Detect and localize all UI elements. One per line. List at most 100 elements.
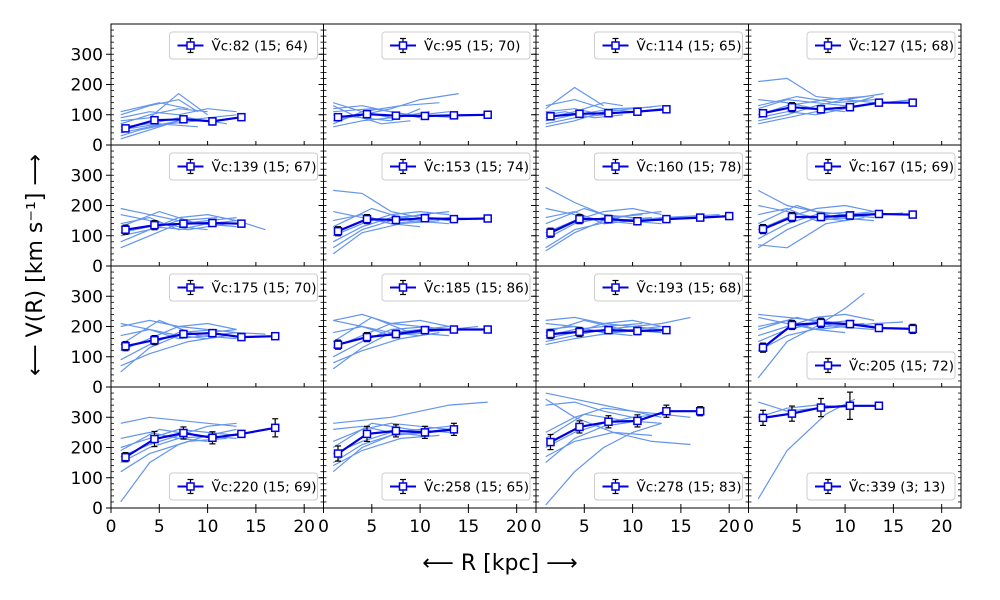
legend-label: Ṽc:127 (15; 68) [849, 38, 954, 55]
legend-box [381, 31, 531, 60]
legend-label: Ṽc:167 (15; 69) [849, 159, 954, 176]
data-point-marker [874, 98, 884, 107]
data-point-marker [391, 426, 401, 436]
sample-curve [333, 111, 450, 128]
y-tick-label: 300 [71, 287, 103, 307]
sample-curve [545, 392, 662, 418]
data-point-marker [208, 218, 217, 228]
data-point-marker [575, 422, 584, 432]
panel: Ṽc:127 (15; 68) [743, 23, 962, 146]
sample-curve [120, 92, 208, 122]
panel: Ṽc:185 (15; 86) [318, 265, 537, 388]
y-tick-label: 0 [92, 499, 103, 519]
data-point-marker [121, 341, 130, 351]
data-point-marker [604, 325, 613, 335]
legend-marker [186, 283, 195, 292]
x-tick-label: 0 [318, 517, 329, 537]
legend-marker [611, 162, 620, 171]
panel: 0 100 200 300 0 5 10 15 20 Ṽc:220 (15; 69) [71, 386, 324, 537]
legend-label: Ṽc:114 (15; 65) [637, 38, 742, 55]
data-point-marker [546, 228, 555, 237]
legend: Ṽc:167 (15; 69) [806, 152, 956, 181]
legend-box [381, 152, 531, 181]
data-point-marker [816, 318, 826, 328]
x-tick-label: 5 [791, 517, 802, 537]
legend-marker [398, 482, 408, 491]
data-point-marker [787, 102, 797, 112]
y-tick-label: 100 [71, 106, 103, 126]
data-point-marker [874, 209, 884, 219]
panel-plot [758, 77, 917, 125]
data-point-marker [662, 105, 671, 114]
sample-curve [545, 207, 662, 234]
data-point-marker [845, 102, 855, 112]
legend-box [381, 472, 531, 501]
data-point-marker [845, 401, 855, 411]
data-point-marker [908, 98, 917, 107]
data-point-marker [633, 326, 642, 336]
panel: Ṽc:167 (15; 69) [743, 144, 962, 267]
legend-box [806, 31, 956, 60]
legend: Ṽc:127 (15; 68) [806, 31, 956, 60]
panel-plot [545, 392, 705, 506]
data-point-marker [420, 428, 430, 437]
data-point-marker [604, 417, 613, 427]
data-point-marker [662, 406, 671, 416]
panel-plot [332, 401, 488, 473]
data-point-marker [662, 325, 671, 335]
sample-curve [120, 98, 199, 116]
x-tick-label: 20 [718, 517, 740, 537]
data-point-marker [391, 111, 401, 120]
data-point-marker [362, 214, 372, 224]
x-tick-label: 15 [670, 517, 692, 537]
panel: Ṽc:160 (15; 78) [531, 144, 749, 267]
data-point-marker [787, 320, 797, 330]
median-line [124, 426, 276, 459]
sample-curve [758, 99, 846, 113]
data-point-marker [874, 323, 884, 333]
x-tick-label: 10 [834, 517, 856, 537]
sample-curve [545, 207, 662, 225]
data-point-marker [179, 219, 188, 228]
median-line [337, 112, 488, 119]
sample-curve [120, 422, 237, 458]
median-line [337, 217, 488, 233]
legend-box [169, 152, 318, 181]
legend-box [594, 472, 743, 501]
data-point-marker [121, 225, 130, 234]
data-point-marker [816, 212, 826, 222]
data-point-marker [449, 111, 459, 120]
legend-label: Ṽc:175 (15; 70) [212, 280, 317, 297]
sample-curve [545, 419, 643, 464]
y-tick-label: 300 [71, 408, 103, 428]
sample-curve [757, 319, 855, 343]
sample-curve [758, 316, 875, 331]
data-point-marker [150, 220, 159, 230]
x-tick-label: 20 [931, 517, 953, 537]
x-tick-label: 10 [197, 517, 219, 537]
legend: Ṽc:185 (15; 86) [381, 273, 531, 302]
data-point-marker [333, 112, 343, 122]
panel: Ṽc:153 (15; 74) [318, 144, 537, 267]
legend-marker [823, 361, 833, 370]
sample-curve [332, 207, 450, 228]
legend: Ṽc:95 (15; 70) [381, 31, 531, 60]
legend: Ṽc:278 (15; 83) [594, 472, 743, 501]
y-tick-label: 0 [92, 257, 103, 277]
x-tick-label: 0 [743, 517, 754, 537]
panel: 0 100 200 300 Ṽc:82 (15; 64) [71, 23, 324, 156]
sample-curve [545, 431, 652, 458]
sample-curve [758, 96, 875, 110]
legend: Ṽc:114 (15; 65) [594, 31, 743, 60]
data-point-marker [758, 413, 768, 423]
data-point-marker [874, 401, 884, 411]
legend-marker [823, 482, 833, 491]
x-tick-label: 0 [531, 517, 542, 537]
sample-curve [120, 335, 227, 367]
data-point-marker [270, 331, 280, 341]
legend: Ṽc:205 (15; 72) [806, 351, 956, 380]
legend-box [169, 273, 318, 302]
data-point-marker [420, 213, 430, 223]
data-point-marker [121, 124, 130, 133]
y-tick-label: 200 [71, 76, 103, 96]
